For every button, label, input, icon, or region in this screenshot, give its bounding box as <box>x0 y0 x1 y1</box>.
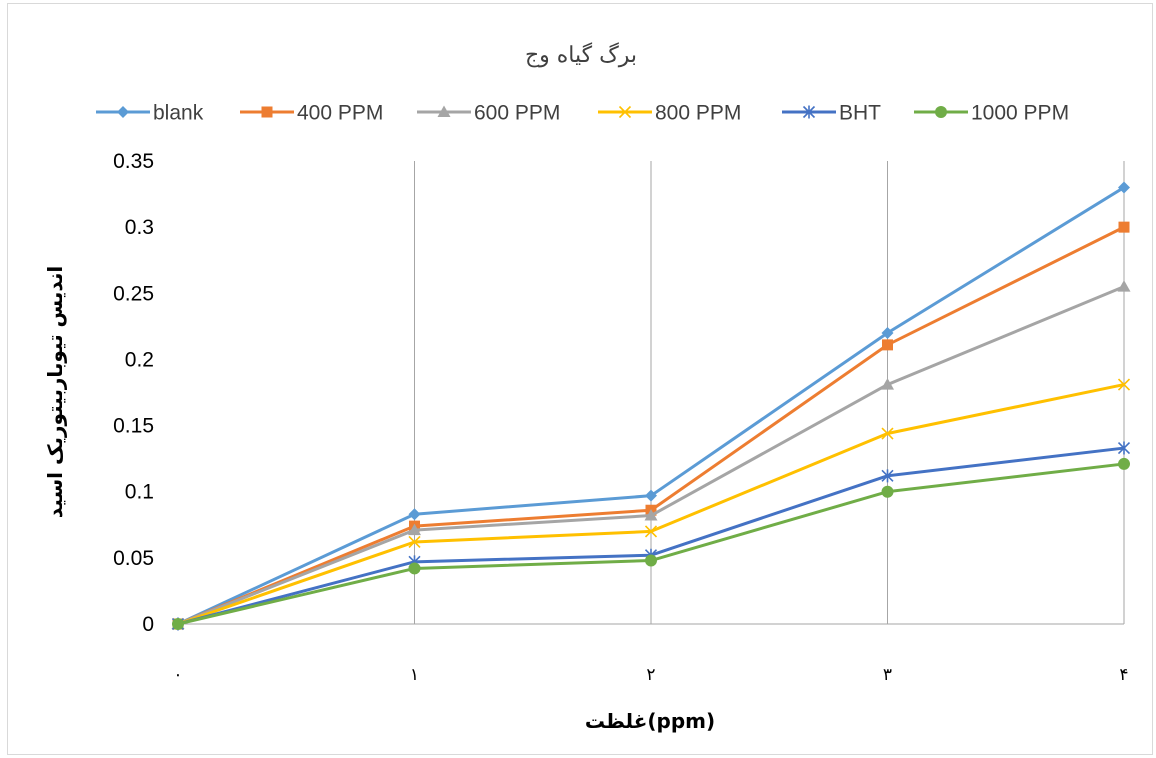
data-point <box>1118 457 1130 470</box>
data-point <box>645 489 657 502</box>
data-point <box>1118 181 1130 194</box>
legend-item: BHT <box>782 102 881 125</box>
legend-item: 400 PPM <box>240 102 383 125</box>
data-point <box>644 525 658 538</box>
legend-label: 600 PPM <box>474 102 560 125</box>
data-point <box>1117 378 1131 391</box>
legend: blank 400 PPM 600 PPM 800 PPM BHT 1000 PPM <box>96 102 1069 125</box>
x-tick-label: ۰ <box>173 665 182 685</box>
data-point <box>408 508 421 521</box>
legend-marker <box>802 105 816 119</box>
series-1000-ppm <box>172 457 1130 630</box>
legend-label: blank <box>153 102 204 125</box>
data-point <box>881 427 894 440</box>
data-point <box>881 326 894 339</box>
legend-item: 1000 PPM <box>914 102 1069 125</box>
data-point <box>881 378 894 390</box>
legend-label: 800 PPM <box>655 102 741 125</box>
series-layer <box>171 181 1131 631</box>
axes: 0 0.05 0.1 0.15 0.2 0.25 0.3 0.35 ۰ ۱ ۲ ۳ ۴ <box>113 150 1128 685</box>
data-point <box>172 618 184 630</box>
legend-marker <box>437 105 451 117</box>
y-tick-label: 0.35 <box>113 150 154 173</box>
legend-label: BHT <box>839 102 881 125</box>
data-point <box>882 339 893 351</box>
legend-marker <box>117 106 129 118</box>
y-tick-label: 0.15 <box>113 415 154 438</box>
x-tick-label: ۲ <box>646 665 655 685</box>
data-point <box>644 509 658 521</box>
chart-title: برگ گیاه وج <box>525 42 637 68</box>
legend-item: blank <box>96 102 204 125</box>
y-tick-label: 0.1 <box>125 481 154 504</box>
x-axis-title: غلظت(ppm) <box>585 709 715 733</box>
y-tick-label: 0.05 <box>113 547 154 570</box>
data-point <box>408 535 421 549</box>
data-point <box>1117 441 1131 455</box>
legend-marker <box>935 106 947 118</box>
x-tick-label: ۳ <box>883 665 892 685</box>
data-point <box>408 562 421 575</box>
data-point <box>881 469 894 483</box>
y-axis-title: اندیس تیوباربیتوریک اسید <box>43 266 67 519</box>
gridlines <box>414 161 1125 624</box>
data-point <box>645 554 657 567</box>
y-tick-label: 0.25 <box>113 282 154 305</box>
x-tick-label: ۱ <box>410 665 419 685</box>
legend-item: 800 PPM <box>598 102 741 125</box>
legend-label: 400 PPM <box>297 102 383 125</box>
y-tick-label: 0.2 <box>125 348 154 371</box>
legend-label: 1000 PPM <box>971 102 1069 125</box>
data-point <box>881 485 894 498</box>
legend-marker <box>261 106 273 118</box>
data-point <box>1118 221 1130 233</box>
data-point <box>1117 280 1131 292</box>
data-point <box>408 523 421 536</box>
x-tick-label: ۴ <box>1119 665 1128 685</box>
legend-marker <box>618 105 632 119</box>
legend-item: 600 PPM <box>417 102 560 125</box>
y-tick-label: 0 <box>142 613 154 636</box>
y-tick-label: 0.3 <box>125 216 154 239</box>
series-800-ppm <box>171 378 1131 631</box>
chart-area <box>7 3 1153 755</box>
